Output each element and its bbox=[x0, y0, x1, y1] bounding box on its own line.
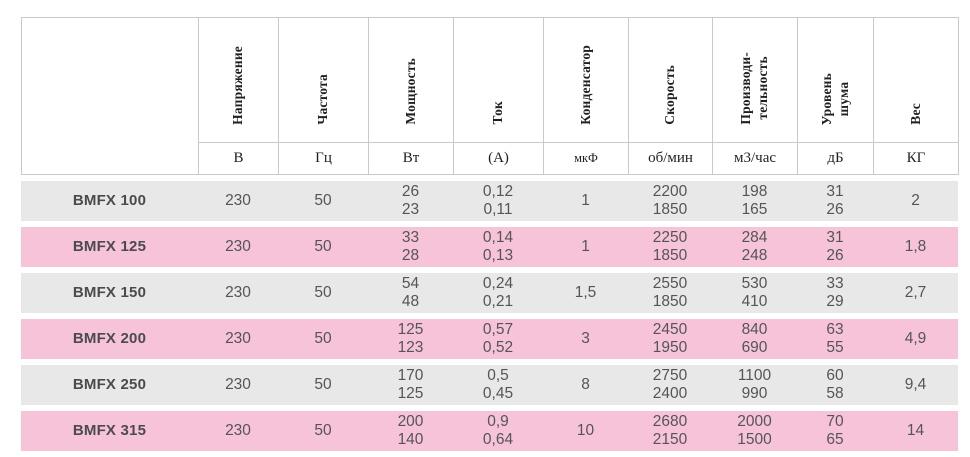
cell-frequency: 50 bbox=[278, 181, 368, 221]
spec-table-header: Напряжение Частота Мощность Ток Конденса… bbox=[21, 17, 959, 175]
cell-weight: 14 bbox=[873, 411, 958, 451]
col-header-noise-level-label: Уровень шума bbox=[818, 72, 851, 125]
cell-frequency: 50 bbox=[278, 273, 368, 313]
cell-performance: 840 690 bbox=[712, 319, 797, 359]
cell-noise-level: 70 65 bbox=[797, 411, 873, 451]
cell-noise-level: 31 26 bbox=[797, 181, 873, 221]
cell-capacitor: 1 bbox=[543, 181, 628, 221]
cell-current: 0,14 0,13 bbox=[453, 227, 543, 267]
cell-speed: 2250 1850 bbox=[628, 227, 712, 267]
cell-voltage: 230 bbox=[198, 319, 278, 359]
col-unit-weight: КГ bbox=[873, 142, 959, 175]
cell-power: 54 48 bbox=[368, 273, 453, 313]
col-unit-capacitor: мкФ bbox=[543, 142, 629, 175]
cell-performance: 198 165 bbox=[712, 181, 797, 221]
spec-table-body: BMFX 100 230 50 26 23 0,12 0,11 1 2200 1… bbox=[21, 175, 958, 457]
cell-power: 33 28 bbox=[368, 227, 453, 267]
cell-capacitor: 3 bbox=[543, 319, 628, 359]
cell-power: 170 125 bbox=[368, 365, 453, 405]
col-header-frequency-label: Частота bbox=[315, 74, 331, 125]
cell-power: 26 23 bbox=[368, 181, 453, 221]
model-cell: BMFX 200 bbox=[21, 319, 198, 359]
col-header-capacitor: Конденсатор bbox=[543, 17, 629, 143]
cell-frequency: 50 bbox=[278, 319, 368, 359]
cell-speed: 2750 2400 bbox=[628, 365, 712, 405]
col-unit-speed: об/мин bbox=[628, 142, 713, 175]
cell-weight: 4,9 bbox=[873, 319, 958, 359]
table-row-bmfx-250: BMFX 250 230 50 170 125 0,5 0,45 8 2750 … bbox=[21, 365, 958, 405]
cell-capacitor: 8 bbox=[543, 365, 628, 405]
col-header-speed-label: Скорость bbox=[662, 65, 678, 125]
cell-current: 0,57 0,52 bbox=[453, 319, 543, 359]
cell-capacitor: 1 bbox=[543, 227, 628, 267]
col-unit-noise-level: дБ bbox=[797, 142, 874, 175]
model-cell: BMFX 250 bbox=[21, 365, 198, 405]
cell-speed: 2200 1850 bbox=[628, 181, 712, 221]
model-cell: BMFX 125 bbox=[21, 227, 198, 267]
cell-frequency: 50 bbox=[278, 365, 368, 405]
table-row-bmfx-125: BMFX 125 230 50 33 28 0,14 0,13 1 2250 1… bbox=[21, 227, 958, 267]
cell-voltage: 230 bbox=[198, 411, 278, 451]
cell-weight: 2,7 bbox=[873, 273, 958, 313]
col-unit-frequency: Гц bbox=[278, 142, 369, 175]
cell-performance: 530 410 bbox=[712, 273, 797, 313]
cell-speed: 2550 1850 bbox=[628, 273, 712, 313]
cell-power: 200 140 bbox=[368, 411, 453, 451]
cell-capacitor: 10 bbox=[543, 411, 628, 451]
col-header-capacitor-label: Конденсатор bbox=[577, 45, 593, 125]
col-unit-power: Вт bbox=[368, 142, 454, 175]
col-unit-voltage: В bbox=[198, 142, 279, 175]
cell-voltage: 230 bbox=[198, 273, 278, 313]
col-header-speed: Скорость bbox=[628, 17, 713, 143]
cell-speed: 2450 1950 bbox=[628, 319, 712, 359]
col-header-weight: Вес bbox=[873, 17, 959, 143]
model-cell: BMFX 100 bbox=[21, 181, 198, 221]
cell-capacitor: 1,5 bbox=[543, 273, 628, 313]
model-cell: BMFX 315 bbox=[21, 411, 198, 451]
model-cell: BMFX 150 bbox=[21, 273, 198, 313]
cell-performance: 284 248 bbox=[712, 227, 797, 267]
cell-weight: 2 bbox=[873, 181, 958, 221]
cell-performance: 2000 1500 bbox=[712, 411, 797, 451]
cell-weight: 1,8 bbox=[873, 227, 958, 267]
col-header-frequency: Частота bbox=[278, 17, 369, 143]
table-row-bmfx-200: BMFX 200 230 50 125 123 0,57 0,52 3 2450… bbox=[21, 319, 958, 359]
cell-frequency: 50 bbox=[278, 227, 368, 267]
cell-current: 0,5 0,45 bbox=[453, 365, 543, 405]
cell-power: 125 123 bbox=[368, 319, 453, 359]
col-header-current: Ток bbox=[453, 17, 544, 143]
cell-noise-level: 31 26 bbox=[797, 227, 873, 267]
corner-cell bbox=[21, 17, 199, 175]
col-header-voltage: Напряжение bbox=[198, 17, 279, 143]
cell-current: 0,9 0,64 bbox=[453, 411, 543, 451]
cell-current: 0,24 0,21 bbox=[453, 273, 543, 313]
col-header-power: Мощность bbox=[368, 17, 454, 143]
cell-noise-level: 33 29 bbox=[797, 273, 873, 313]
cell-noise-level: 60 58 bbox=[797, 365, 873, 405]
table-row-bmfx-315: BMFX 315 230 50 200 140 0,9 0,64 10 2680… bbox=[21, 411, 958, 451]
col-unit-performance: м3/час bbox=[712, 142, 798, 175]
col-header-performance-label: Производи- тельность bbox=[738, 52, 770, 125]
table-row-bmfx-100: BMFX 100 230 50 26 23 0,12 0,11 1 2200 1… bbox=[21, 181, 958, 221]
table-row-bmfx-150: BMFX 150 230 50 54 48 0,24 0,21 1,5 2550… bbox=[21, 273, 958, 313]
col-unit-current: (А) bbox=[453, 142, 544, 175]
cell-weight: 9,4 bbox=[873, 365, 958, 405]
col-header-noise-level: Уровень шума bbox=[797, 17, 874, 143]
cell-current: 0,12 0,11 bbox=[453, 181, 543, 221]
cell-noise-level: 63 55 bbox=[797, 319, 873, 359]
col-header-current-label: Ток bbox=[490, 101, 506, 125]
col-header-weight-label: Вес bbox=[907, 103, 923, 125]
cell-voltage: 230 bbox=[198, 365, 278, 405]
cell-voltage: 230 bbox=[198, 227, 278, 267]
col-header-voltage-label: Напряжение bbox=[230, 46, 246, 125]
col-header-performance: Производи- тельность bbox=[712, 17, 798, 143]
cell-frequency: 50 bbox=[278, 411, 368, 451]
cell-speed: 2680 2150 bbox=[628, 411, 712, 451]
col-header-power-label: Мощность bbox=[402, 58, 418, 125]
cell-performance: 1100 990 bbox=[712, 365, 797, 405]
cell-voltage: 230 bbox=[198, 181, 278, 221]
